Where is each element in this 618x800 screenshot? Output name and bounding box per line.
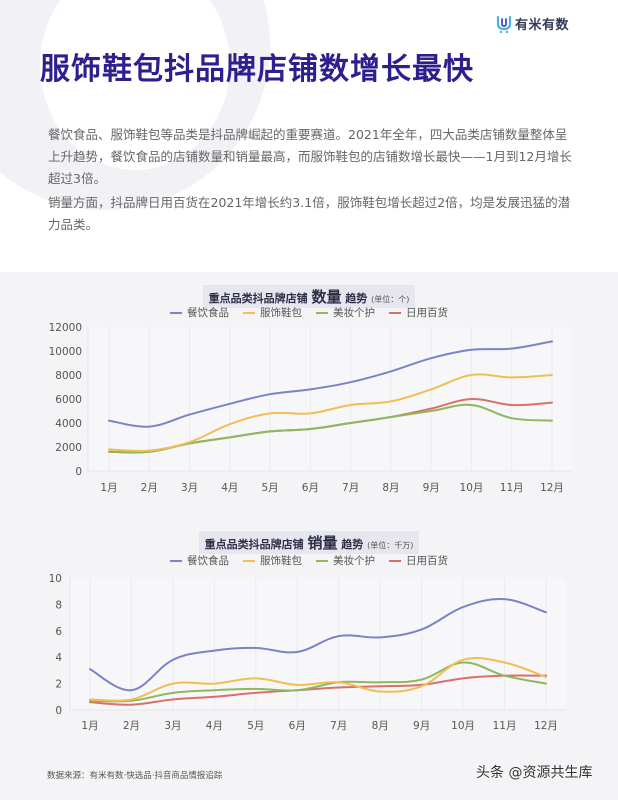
y-tick-label: 8000 — [55, 370, 82, 382]
brand-logo: 有米有数 — [496, 14, 569, 33]
watermark: 头条 @资源共生库 — [476, 765, 593, 781]
legend-item: 餐饮食品 — [170, 305, 229, 320]
chart1-title-suffix: 趋势 — [341, 292, 372, 305]
y-tick-label: 4 — [55, 652, 62, 664]
chart1-title-emph: 数量 — [311, 288, 342, 306]
legend-swatch — [170, 311, 182, 314]
y-tick-label: 4000 — [55, 418, 82, 430]
x-tick-label: 3月 — [181, 482, 198, 494]
chart2-sales-volume: 0 2 4 6 8 10 1月 2月 3月 4月 5月 6月 7月 8月 9月 10月 11月 12月 — [49, 573, 566, 732]
y-tick-label: 6 — [55, 626, 62, 638]
legend-label: 餐饮食品 — [187, 307, 229, 319]
legend-swatch — [389, 559, 401, 562]
x-tick-label: 7月 — [342, 482, 359, 494]
legend-swatch — [316, 559, 328, 562]
y-tick-label: 0 — [75, 466, 82, 478]
chart1-title-prefix: 重点品类抖品牌店铺 — [208, 292, 312, 305]
x-tick-label: 5月 — [261, 482, 278, 494]
x-tick-label: 8月 — [372, 720, 389, 732]
y-tick-label: 10 — [49, 573, 62, 585]
chart1-unit: (单位：个) — [371, 295, 410, 304]
chart1-title: 重点品类抖品牌店铺 数量 趋势 (单位：个) — [0, 285, 618, 308]
legend-swatch — [243, 311, 255, 314]
x-tick-label: 11月 — [500, 482, 524, 494]
legend-swatch — [316, 311, 328, 314]
legend-item: 餐饮食品 — [170, 553, 229, 568]
logo-text: 有米有数 — [515, 18, 570, 33]
series-line — [89, 597, 547, 692]
data-source: 数据来源：有米有数·快选品·抖音商品情报追踪 — [47, 771, 223, 781]
chart2-title-emph: 销量 — [307, 534, 338, 552]
x-tick-label: 4月 — [221, 482, 238, 494]
y-tick-label: 8 — [55, 599, 62, 611]
chart2-title-prefix: 重点品类抖品牌店铺 — [204, 538, 308, 551]
x-tick-label: 7月 — [330, 720, 347, 732]
legend-swatch — [243, 559, 255, 562]
chart2-legend: 餐饮食品 服饰鞋包 美妆个护 日用百货 — [0, 553, 618, 568]
chart2-title-suffix: 趋势 — [337, 538, 368, 551]
legend-item: 服饰鞋包 — [243, 553, 302, 568]
y-tick-label: 6000 — [55, 394, 82, 406]
legend-item: 日用百货 — [389, 305, 448, 320]
legend-item: 美妆个护 — [316, 553, 375, 568]
x-tick-label: 3月 — [164, 720, 181, 732]
x-tick-label: 12月 — [534, 720, 558, 732]
legend-label: 美妆个护 — [333, 555, 375, 567]
series-line — [108, 373, 553, 452]
chart1-legend: 餐饮食品 服饰鞋包 美妆个护 日用百货 — [0, 305, 618, 320]
legend-label: 服饰鞋包 — [260, 555, 302, 567]
legend-label: 日用百货 — [406, 555, 448, 567]
x-tick-label: 6月 — [289, 720, 306, 732]
x-tick-label: 5月 — [247, 720, 264, 732]
legend-item: 日用百货 — [389, 553, 448, 568]
decorative-circle-inner — [40, 0, 230, 170]
x-tick-label: 8月 — [382, 482, 399, 494]
legend-label: 日用百货 — [406, 307, 448, 319]
paragraph-2: 销量方面，抖品牌日用百货在2021年增长约3.1倍，服饰鞋包增长超过2倍，均是发… — [48, 195, 571, 232]
page-title: 服饰鞋包抖品牌店铺数增长最快 — [40, 52, 474, 87]
x-tick-label: 1月 — [81, 720, 98, 732]
x-tick-label: 9月 — [423, 482, 440, 494]
y-tick-label: 10000 — [49, 346, 82, 358]
x-tick-label: 12月 — [540, 482, 564, 494]
chart1-store-count: 0 2000 4000 6000 8000 10000 12000 1月 2月 3月 4月 5月 6月 7… — [49, 322, 572, 494]
x-tick-label: 10月 — [460, 482, 484, 494]
y-tick-label: 2 — [55, 679, 62, 691]
y-tick-label: 12000 — [49, 322, 82, 334]
series-line — [108, 340, 553, 428]
x-tick-label: 11月 — [493, 720, 517, 732]
legend-label: 美妆个护 — [333, 307, 375, 319]
x-tick-label: 10月 — [451, 720, 475, 732]
legend-swatch — [389, 311, 401, 314]
x-tick-label: 1月 — [100, 482, 117, 494]
series-line — [89, 661, 547, 703]
x-tick-label: 6月 — [302, 482, 319, 494]
legend-label: 餐饮食品 — [187, 555, 229, 567]
x-tick-label: 2月 — [141, 482, 158, 494]
y-tick-label: 0 — [55, 705, 62, 717]
paragraph-1: 餐饮食品、服饰鞋包等品类是抖品牌崛起的重要赛道。2021年全年，四大品类店铺数量… — [48, 127, 572, 186]
cart-logo-icon — [496, 15, 512, 33]
series-line — [89, 656, 547, 702]
legend-item: 美妆个护 — [316, 305, 375, 320]
x-tick-label: 2月 — [123, 720, 140, 732]
header-background — [0, 0, 618, 272]
chart2-title: 重点品类抖品牌店铺 销量 趋势 (单位：千万) — [0, 531, 618, 554]
legend-item: 服饰鞋包 — [243, 305, 302, 320]
legend-label: 服饰鞋包 — [260, 307, 302, 319]
y-tick-label: 2000 — [55, 442, 82, 454]
x-tick-label: 9月 — [413, 720, 430, 732]
chart2-unit: (单位：千万) — [367, 541, 414, 550]
legend-swatch — [170, 559, 182, 562]
x-tick-label: 4月 — [206, 720, 223, 732]
series-line — [89, 674, 547, 706]
